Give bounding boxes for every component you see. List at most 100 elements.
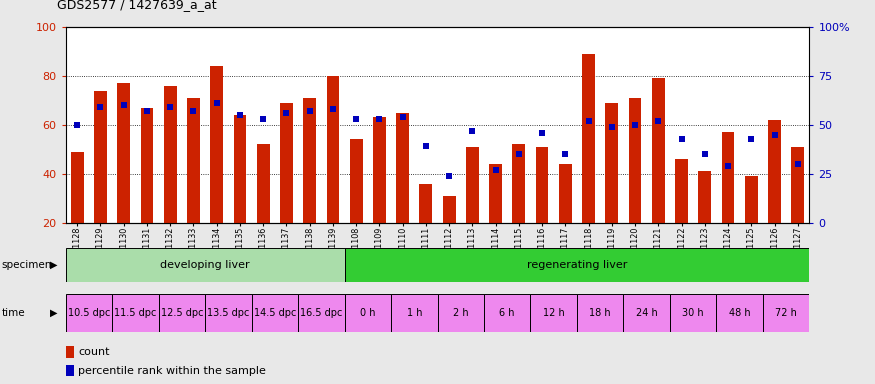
Point xyxy=(745,136,759,142)
Bar xyxy=(66,346,74,358)
Bar xyxy=(745,176,758,223)
Bar xyxy=(652,78,665,223)
Bar xyxy=(530,294,577,332)
Text: percentile rank within the sample: percentile rank within the sample xyxy=(78,366,266,376)
Point xyxy=(349,116,363,122)
Point xyxy=(466,127,480,134)
Bar xyxy=(768,120,780,223)
Bar xyxy=(791,147,804,223)
Bar xyxy=(698,171,711,223)
Point xyxy=(512,151,526,157)
Text: GDS2577 / 1427639_a_at: GDS2577 / 1427639_a_at xyxy=(57,0,216,12)
Text: 16.5 dpc: 16.5 dpc xyxy=(300,308,342,318)
Bar xyxy=(66,248,345,282)
Text: 1 h: 1 h xyxy=(407,308,422,318)
Text: 12 h: 12 h xyxy=(542,308,564,318)
Text: specimen: specimen xyxy=(2,260,52,270)
Text: 30 h: 30 h xyxy=(682,308,704,318)
Bar xyxy=(396,113,409,223)
Bar xyxy=(559,164,571,223)
Point xyxy=(488,167,502,173)
Bar xyxy=(623,294,670,332)
Point xyxy=(582,118,596,124)
Bar xyxy=(670,294,717,332)
Point xyxy=(536,129,550,136)
Text: ▶: ▶ xyxy=(50,260,58,270)
Bar xyxy=(391,294,438,332)
Point xyxy=(628,122,642,128)
Bar xyxy=(112,294,158,332)
Text: 24 h: 24 h xyxy=(636,308,657,318)
Bar xyxy=(443,196,456,223)
Point xyxy=(326,106,340,112)
Bar xyxy=(606,103,619,223)
Bar xyxy=(94,91,107,223)
Point xyxy=(256,116,270,122)
Bar xyxy=(722,132,734,223)
Text: 18 h: 18 h xyxy=(590,308,611,318)
Bar xyxy=(205,294,252,332)
Bar xyxy=(350,139,362,223)
Text: 14.5 dpc: 14.5 dpc xyxy=(254,308,296,318)
Point xyxy=(279,110,293,116)
Bar xyxy=(577,294,623,332)
Point xyxy=(558,151,572,157)
Text: count: count xyxy=(78,347,109,357)
Bar xyxy=(256,144,270,223)
Bar xyxy=(66,294,112,332)
Bar xyxy=(298,294,345,332)
Text: regenerating liver: regenerating liver xyxy=(527,260,627,270)
Bar xyxy=(373,118,386,223)
Bar xyxy=(419,184,432,223)
Bar xyxy=(484,294,530,332)
Bar xyxy=(164,86,177,223)
Text: developing liver: developing liver xyxy=(160,260,250,270)
Bar xyxy=(717,294,763,332)
Text: time: time xyxy=(2,308,25,318)
Point xyxy=(605,124,619,130)
Point xyxy=(116,102,130,108)
Point xyxy=(373,116,387,122)
Text: 6 h: 6 h xyxy=(500,308,515,318)
Point xyxy=(791,161,805,167)
Bar xyxy=(187,98,200,223)
Point xyxy=(94,104,108,110)
Bar xyxy=(763,294,809,332)
Text: 12.5 dpc: 12.5 dpc xyxy=(161,308,203,318)
Bar xyxy=(628,98,641,223)
Point xyxy=(419,143,433,149)
Bar xyxy=(345,248,809,282)
Text: 0 h: 0 h xyxy=(360,308,375,318)
Point xyxy=(164,104,178,110)
Point xyxy=(651,118,665,124)
Text: ▶: ▶ xyxy=(50,308,58,318)
Point xyxy=(140,108,154,114)
Point xyxy=(210,100,224,106)
Text: 13.5 dpc: 13.5 dpc xyxy=(207,308,249,318)
Point xyxy=(697,151,711,157)
Text: 10.5 dpc: 10.5 dpc xyxy=(67,308,110,318)
Bar xyxy=(158,294,205,332)
Bar xyxy=(252,294,298,332)
Bar xyxy=(234,115,247,223)
Text: 48 h: 48 h xyxy=(729,308,751,318)
Text: 11.5 dpc: 11.5 dpc xyxy=(114,308,157,318)
Bar xyxy=(280,103,293,223)
Point xyxy=(186,108,200,114)
Bar xyxy=(438,294,484,332)
Point xyxy=(442,173,456,179)
Text: 72 h: 72 h xyxy=(775,308,797,318)
Point xyxy=(303,108,317,114)
Bar xyxy=(466,147,479,223)
Bar xyxy=(582,54,595,223)
Bar xyxy=(345,294,391,332)
Bar xyxy=(326,76,340,223)
Bar xyxy=(210,66,223,223)
Point xyxy=(396,114,410,120)
Point xyxy=(675,136,689,142)
Point xyxy=(767,131,781,138)
Bar xyxy=(117,83,130,223)
Point xyxy=(70,122,84,128)
Bar xyxy=(71,152,84,223)
Point xyxy=(233,112,247,118)
